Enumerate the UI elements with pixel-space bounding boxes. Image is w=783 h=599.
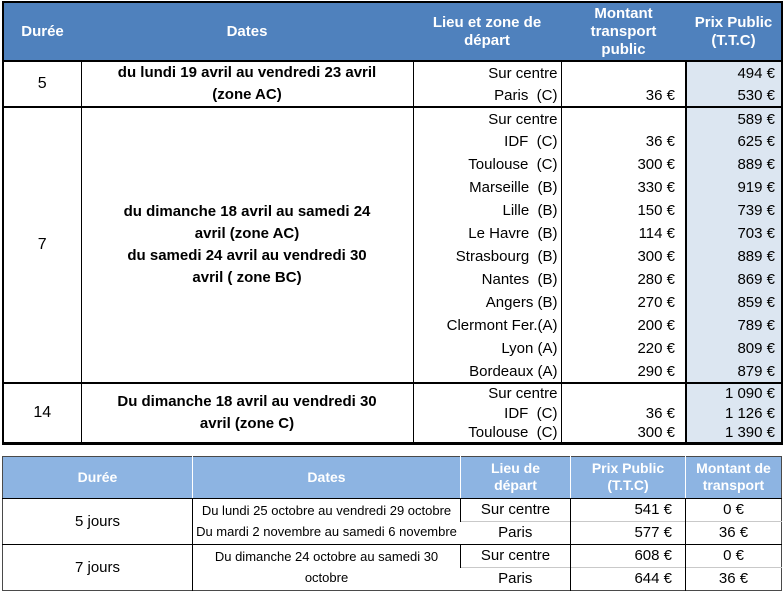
montant-transport-cell: 330 €	[560, 176, 686, 199]
column-header-duree: Durée	[3, 2, 81, 62]
duree-cell: 14	[3, 382, 81, 443]
prix-public-cell: 703 €	[685, 222, 782, 245]
lieu-cell: Sur centre	[460, 543, 571, 567]
montant-transport-cell: 270 €	[560, 291, 686, 314]
prix-public-cell: 919 €	[685, 176, 782, 199]
prix-public-cell: 644 €	[570, 566, 686, 590]
prix-public-cell: 789 €	[685, 314, 782, 337]
lieu-cell: IDF (C)	[412, 403, 561, 423]
duree-cell: 7	[3, 106, 81, 383]
lieu-cell: Paris	[460, 520, 571, 544]
lieu-cell: Paris	[460, 566, 571, 590]
prix-public-cell: 1 126 €	[685, 403, 782, 423]
prix-public-cell: 608 €	[570, 543, 686, 567]
prix-public-cell: 577 €	[570, 520, 686, 544]
duree-cell: 5 jours	[74, 512, 121, 530]
dates-cell: Du dimanche 18 avril au vendredi 30 avri…	[80, 382, 413, 443]
montant-transport-cell: 114 €	[560, 222, 686, 245]
lieu-cell: Strasbourg (B)	[412, 245, 561, 268]
column-header-dates: Dates	[192, 456, 461, 499]
column-header-montant-de-transport: Montant de transport	[685, 456, 782, 499]
montant-transport-cell: 36 €	[560, 130, 686, 153]
april-stays-pricing-table: Durée Dates Lieu et zone de départ Montant …	[2, 1, 783, 445]
lieu-cell: IDF (C)	[412, 130, 561, 153]
lieu-cell: Sur centre	[412, 106, 561, 130]
prix-public-cell: 869 €	[685, 268, 782, 291]
column-header-lieu-zone-depart: Lieu et zone de départ	[413, 2, 561, 62]
montant-transport-cell: 36 €	[560, 84, 686, 107]
prix-public-cell: 889 €	[685, 153, 782, 176]
lieu-cell: Le Havre (B)	[412, 222, 561, 245]
montant-transport-cell: 0 €	[685, 498, 782, 521]
dates-cell: du lundi 19 avril au vendredi 23 avril (…	[80, 61, 413, 107]
lieu-cell: Sur centre	[460, 498, 571, 521]
montant-transport-cell: 280 €	[560, 268, 686, 291]
dates-cell: du dimanche 18 avril au samedi 24 avril …	[80, 106, 413, 383]
montant-transport-cell: 36 €	[560, 403, 686, 423]
montant-transport-cell	[560, 61, 686, 84]
column-header-duree: Durée	[2, 456, 193, 499]
montant-transport-cell: 150 €	[560, 199, 686, 222]
prix-public-cell: 494 €	[685, 61, 782, 84]
lieu-cell: Toulouse (C)	[412, 423, 561, 443]
montant-transport-cell: 200 €	[560, 314, 686, 337]
montant-transport-cell	[560, 382, 686, 403]
montant-transport-cell: 0 €	[685, 543, 782, 567]
lieu-cell: Toulouse (C)	[412, 153, 561, 176]
column-header-prix-public-ttc: Prix Public (T.T.C)	[686, 2, 782, 62]
duree-cell: 7 jours	[2, 543, 193, 590]
prix-public-cell: 879 €	[685, 360, 782, 383]
montant-transport-cell: 300 €	[560, 153, 686, 176]
prix-public-cell: 859 €	[685, 291, 782, 314]
montant-transport-cell: 36 €	[685, 520, 782, 544]
lieu-cell: Lille (B)	[412, 199, 561, 222]
montant-transport-cell: 300 €	[560, 423, 686, 443]
duree-cell: 5	[37, 75, 47, 92]
prix-public-cell: 541 €	[570, 498, 686, 521]
prix-public-cell: 889 €	[685, 245, 782, 268]
lieu-cell: Sur centre	[412, 382, 561, 403]
column-header-montant-transport-public: Montant transport public	[561, 2, 686, 62]
prix-public-cell: 809 €	[685, 337, 782, 360]
lieu-cell: Clermont Fer.(A)	[412, 314, 561, 337]
column-header-lieu-depart: Lieu de départ	[460, 456, 571, 499]
lieu-cell: Lyon (A)	[412, 337, 561, 360]
lieu-cell: Paris (C)	[412, 84, 561, 107]
october-stays-pricing-table: Durée Dates Lieu de départ Prix Public (T.T…	[2, 455, 782, 591]
prix-public-cell: 1 090 €	[685, 382, 782, 403]
dates-cell: Du dimanche 24 octobre au samedi 30 octo…	[192, 543, 461, 590]
dates-cell: Du lundi 25 octobre au vendredi 29 octob…	[192, 498, 461, 544]
lieu-cell: Marseille (B)	[412, 176, 561, 199]
lieu-cell: Bordeaux (A)	[412, 360, 561, 383]
column-header-dates: Dates	[81, 2, 413, 62]
prix-public-cell: 1 390 €	[685, 423, 782, 443]
lieu-cell: Angers (B)	[412, 291, 561, 314]
montant-transport-cell: 220 €	[560, 337, 686, 360]
prix-public-cell: 739 €	[685, 199, 782, 222]
montant-transport-cell: 300 €	[560, 245, 686, 268]
montant-transport-cell	[560, 106, 686, 130]
prix-public-cell: 589 €	[685, 106, 782, 130]
column-header-prix-public-ttc: Prix Public (T.T.C)	[570, 456, 686, 499]
montant-transport-cell: 36 €	[685, 566, 782, 590]
prix-public-cell: 625 €	[685, 130, 782, 153]
prix-public-cell: 530 €	[685, 84, 782, 107]
lieu-cell: Sur centre	[412, 61, 561, 84]
lieu-cell: Nantes (B)	[412, 268, 561, 291]
montant-transport-cell: 290 €	[560, 360, 686, 383]
